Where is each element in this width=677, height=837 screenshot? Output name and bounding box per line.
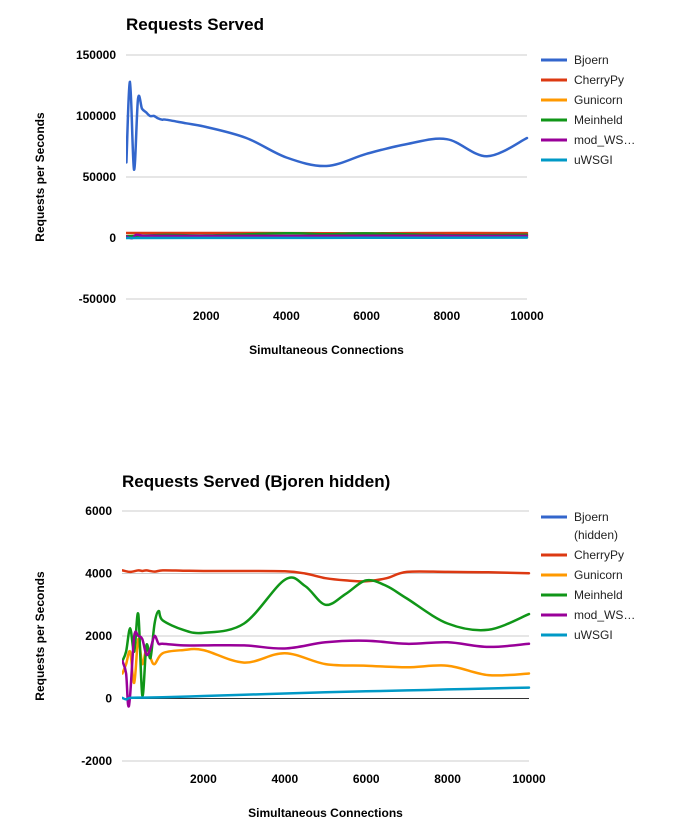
legend-label: Gunicorn (574, 93, 623, 107)
series-line-uwsgi (122, 686, 531, 701)
x-tick-label: 2000 (190, 772, 217, 786)
legend-label: (hidden) (574, 528, 618, 542)
legend-label: mod_WS… (574, 608, 635, 622)
x-tick-label: 8000 (433, 309, 460, 323)
x-axis-label: Simultaneous Connections (248, 806, 403, 820)
chart-requests-served: Requests Served -50000 0 50000 100000 150000 2… (0, 0, 677, 400)
legend-label: mod_WS… (574, 133, 635, 147)
legend-label: Meinheld (574, 113, 623, 127)
series-line-mod-ws (122, 630, 531, 708)
legend-label: Bjoern (574, 510, 609, 524)
legend-label: uWSGI (574, 628, 613, 642)
legend-label: Gunicorn (574, 568, 623, 582)
y-tick-label: -50000 (79, 292, 117, 306)
chart-requests-served-bjoern-hidden: Requests Served (Bjoren hidden) -2000 0 200… (0, 460, 677, 837)
y-tick-label: 100000 (76, 109, 116, 123)
series-line-cherrypy (122, 569, 531, 583)
y-tick-label: -2000 (81, 754, 112, 768)
legend-label: CherryPy (574, 548, 624, 562)
y-tick-label: 0 (109, 231, 116, 245)
y-tick-label: 4000 (85, 567, 112, 581)
x-tick-label: 6000 (353, 772, 380, 786)
chart-svg: Requests Served -50000 0 50000 100000 150000 2… (33, 15, 635, 357)
legend-item-mod-ws: mod_WS… (541, 133, 635, 147)
y-axis-label: Requests per Seconds (33, 571, 47, 701)
legend-item-meinheld: Meinheld (541, 113, 623, 127)
legend-label: Bjoern (574, 53, 609, 67)
legend-item-gunicorn: Gunicorn (541, 93, 623, 107)
x-tick-label: 10000 (510, 309, 544, 323)
x-tick-label: 4000 (273, 309, 300, 323)
chart-title: Requests Served (Bjoren hidden) (122, 472, 390, 491)
legend-item-gunicorn: Gunicorn (541, 568, 623, 582)
legend-item-mod-ws: mod_WS… (541, 608, 635, 622)
series-line-meinheld (122, 576, 531, 697)
chart-title: Requests Served (126, 15, 264, 34)
y-tick-label: 2000 (85, 629, 112, 643)
x-tick-label: 4000 (271, 772, 298, 786)
y-tick-label: 6000 (85, 504, 112, 518)
chart-svg: Requests Served (Bjoren hidden) -2000 0 200… (33, 472, 635, 820)
plot-area (126, 80, 529, 240)
x-axis-label: Simultaneous Connections (249, 343, 404, 357)
plot-area (122, 569, 531, 708)
legend-label: Meinheld (574, 588, 623, 602)
legend-item-bjoern-hidden: Bjoern (hidden) (541, 510, 618, 542)
legend-item-meinheld: Meinheld (541, 588, 623, 602)
legend-label: CherryPy (574, 73, 624, 87)
x-tick-label: 2000 (193, 309, 220, 323)
legend-item-uwsgi: uWSGI (541, 628, 613, 642)
legend-item-bjoern: Bjoern (541, 53, 609, 67)
legend-label: uWSGI (574, 153, 613, 167)
y-tick-label: 150000 (76, 48, 116, 62)
legend-item-cherrypy: CherryPy (541, 73, 624, 87)
x-tick-label: 6000 (353, 309, 380, 323)
legend-item-cherrypy: CherryPy (541, 548, 624, 562)
y-tick-label: 0 (105, 692, 112, 706)
y-axis-label: Requests per Seconds (33, 112, 47, 242)
y-tick-label: 50000 (83, 170, 117, 184)
x-tick-label: 8000 (434, 772, 461, 786)
series-line-gunicorn (122, 637, 531, 685)
x-tick-label: 10000 (512, 772, 546, 786)
series-line-mod-ws (126, 233, 529, 240)
legend-item-uwsgi: uWSGI (541, 153, 613, 167)
series-line-bjoern (126, 80, 529, 171)
